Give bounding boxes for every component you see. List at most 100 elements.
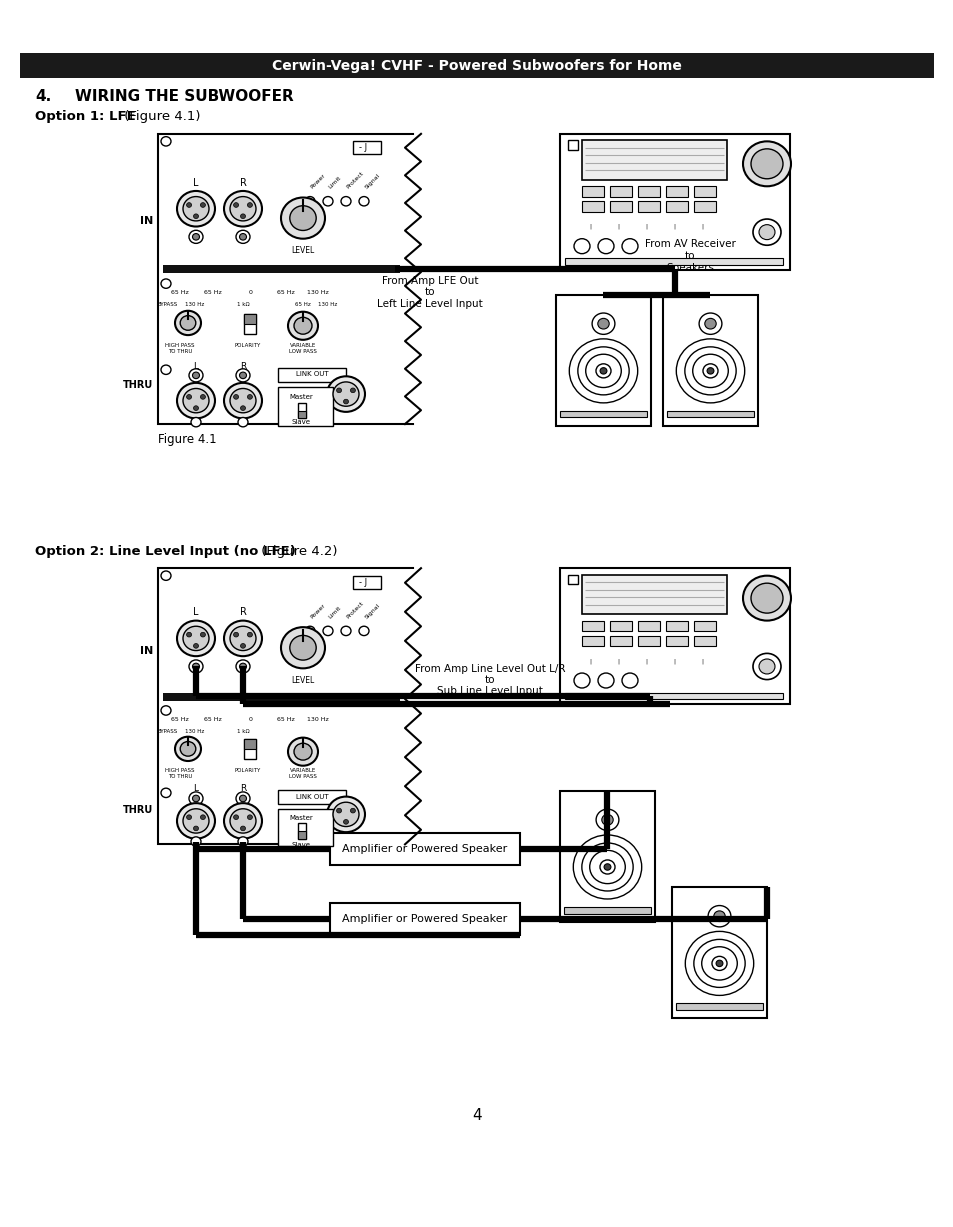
Text: |: | xyxy=(644,658,646,664)
Circle shape xyxy=(193,372,199,379)
Circle shape xyxy=(281,198,325,239)
Circle shape xyxy=(693,940,744,988)
Circle shape xyxy=(684,347,736,395)
Text: VARIABLE: VARIABLE xyxy=(290,768,315,773)
Circle shape xyxy=(684,931,753,995)
Circle shape xyxy=(161,571,171,580)
Circle shape xyxy=(323,626,333,636)
Bar xyxy=(638,621,659,631)
Circle shape xyxy=(290,206,315,231)
Text: From AV Receiver: From AV Receiver xyxy=(644,239,735,249)
Circle shape xyxy=(569,339,637,402)
Circle shape xyxy=(716,961,722,967)
Circle shape xyxy=(230,389,255,412)
Circle shape xyxy=(200,815,205,820)
Bar xyxy=(564,259,782,265)
Text: |: | xyxy=(672,223,675,229)
Bar xyxy=(158,568,413,844)
Circle shape xyxy=(240,826,245,831)
Text: Power: Power xyxy=(310,602,327,620)
Circle shape xyxy=(589,850,624,883)
Circle shape xyxy=(305,196,314,206)
Circle shape xyxy=(230,196,255,221)
Text: R: R xyxy=(239,784,246,793)
Text: - J: - J xyxy=(358,144,367,152)
Text: From Amp Line Level Out L/R: From Amp Line Level Out L/R xyxy=(415,664,565,674)
Circle shape xyxy=(177,191,214,227)
Text: (Figure 4.2): (Figure 4.2) xyxy=(256,545,337,558)
Text: LINK OUT: LINK OUT xyxy=(295,372,328,378)
Circle shape xyxy=(676,339,744,402)
Text: to: to xyxy=(424,287,435,297)
Bar xyxy=(244,739,255,760)
Text: to: to xyxy=(684,250,695,261)
Circle shape xyxy=(327,377,365,412)
Circle shape xyxy=(193,213,198,218)
Text: Cerwin-Vega! CVHF - Powered Subwoofers for Home: Cerwin-Vega! CVHF - Powered Subwoofers f… xyxy=(272,59,681,72)
Circle shape xyxy=(240,643,245,648)
Bar xyxy=(244,739,255,748)
Bar xyxy=(244,314,255,334)
Text: TO THRU: TO THRU xyxy=(168,350,192,355)
Circle shape xyxy=(701,947,737,980)
Text: |: | xyxy=(617,658,618,664)
Circle shape xyxy=(742,575,790,621)
Bar xyxy=(563,907,650,914)
Bar xyxy=(638,636,659,645)
Text: Limit: Limit xyxy=(328,175,342,190)
Text: |: | xyxy=(617,223,618,229)
Text: Sub Line Level Input: Sub Line Level Input xyxy=(436,686,542,696)
Circle shape xyxy=(603,864,610,870)
Text: 1 kΩ: 1 kΩ xyxy=(236,729,249,734)
Circle shape xyxy=(233,202,238,207)
Text: 1 kΩ: 1 kΩ xyxy=(236,302,249,307)
Text: R: R xyxy=(239,607,246,617)
Text: R: R xyxy=(239,178,246,188)
Circle shape xyxy=(230,626,255,650)
Text: 65 Hz: 65 Hz xyxy=(204,291,222,296)
Circle shape xyxy=(288,312,317,340)
Text: HIGH PASS: HIGH PASS xyxy=(165,768,194,773)
Text: POLARITY: POLARITY xyxy=(234,768,261,773)
Text: LOW PASS: LOW PASS xyxy=(289,774,316,779)
Text: LEVEL: LEVEL xyxy=(291,247,314,255)
Bar xyxy=(330,903,519,935)
Circle shape xyxy=(294,318,312,334)
Circle shape xyxy=(224,191,262,227)
Circle shape xyxy=(161,279,171,288)
Text: Protect: Protect xyxy=(346,600,365,620)
Bar xyxy=(693,187,716,196)
Circle shape xyxy=(578,347,628,395)
Circle shape xyxy=(174,736,201,761)
Bar xyxy=(20,53,933,77)
Circle shape xyxy=(189,231,203,243)
Circle shape xyxy=(585,355,620,388)
Circle shape xyxy=(224,383,262,418)
Circle shape xyxy=(239,372,246,379)
Text: 130 Hz: 130 Hz xyxy=(307,291,329,296)
Text: WIRING THE SUBWOOFER: WIRING THE SUBWOOFER xyxy=(75,88,294,104)
Circle shape xyxy=(711,956,726,971)
Text: 4: 4 xyxy=(472,1108,481,1123)
Text: From Amp LFE Out: From Amp LFE Out xyxy=(381,276,477,286)
Circle shape xyxy=(340,196,351,206)
Circle shape xyxy=(224,621,262,656)
Circle shape xyxy=(702,364,718,378)
Bar xyxy=(693,636,716,645)
Circle shape xyxy=(706,368,713,374)
Circle shape xyxy=(193,795,199,801)
Circle shape xyxy=(193,233,199,240)
Circle shape xyxy=(187,632,192,637)
Circle shape xyxy=(333,382,358,406)
Circle shape xyxy=(191,417,201,427)
Text: 65 Hz: 65 Hz xyxy=(276,718,294,723)
Bar xyxy=(556,294,650,426)
Text: 130 Hz: 130 Hz xyxy=(307,718,329,723)
Text: Protect: Protect xyxy=(346,171,365,190)
Circle shape xyxy=(193,406,198,411)
Text: 130 Hz: 130 Hz xyxy=(185,729,204,734)
Text: 0: 0 xyxy=(249,291,253,296)
Bar xyxy=(158,134,413,425)
Circle shape xyxy=(189,791,203,805)
Circle shape xyxy=(596,364,610,378)
